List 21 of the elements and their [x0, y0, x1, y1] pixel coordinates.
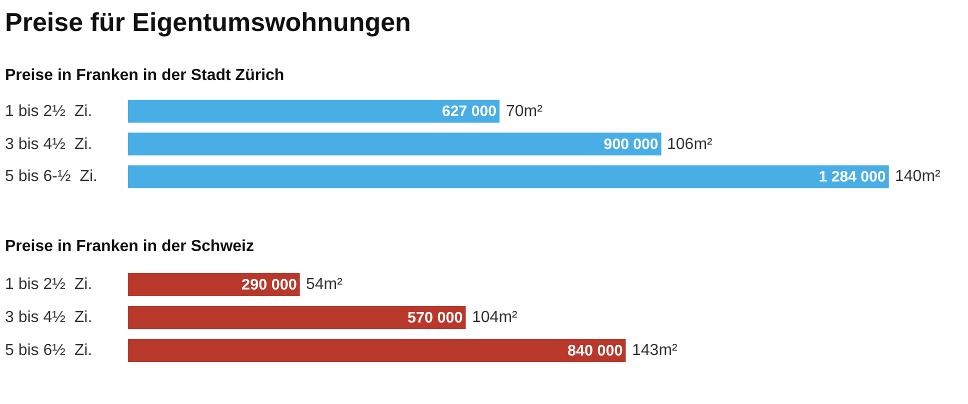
- chart-subtitle: Preise in Franken in der Schweiz: [5, 238, 254, 255]
- y-tick-label: 3 bis 4½ Zi.: [5, 136, 92, 153]
- data-label: 627 000: [442, 103, 497, 120]
- chart-subtitle: Preise in Franken in der Stadt Zürich: [5, 67, 284, 84]
- data-label: 1 284 000: [818, 168, 886, 186]
- data-label: 840 000: [567, 342, 623, 360]
- annotation: 70m²: [506, 103, 544, 120]
- y-tick-label: 5 bis 6½ Zi.: [5, 342, 92, 359]
- annotation: 54m²: [306, 276, 344, 293]
- annotation: 106m²: [667, 136, 714, 153]
- annotation: 104m²: [472, 309, 518, 326]
- y-tick-label: 3 bis 4½ Zi.: [5, 309, 92, 326]
- annotation: 140m²: [895, 168, 942, 185]
- data-label: 900 000: [604, 136, 658, 153]
- y-tick-label: 1 bis 2½ Zi.: [5, 276, 92, 293]
- annotation: 143m²: [632, 342, 678, 359]
- chart-title: Preise für Eigentumswohnungen: [5, 7, 411, 37]
- y-tick-label: 5 bis 6-½ Zi.: [5, 168, 98, 185]
- data-label: 290 000: [242, 276, 297, 294]
- data-label: 570 000: [407, 309, 463, 326]
- y-tick-label: 1 bis 2½ Zi.: [5, 103, 92, 120]
